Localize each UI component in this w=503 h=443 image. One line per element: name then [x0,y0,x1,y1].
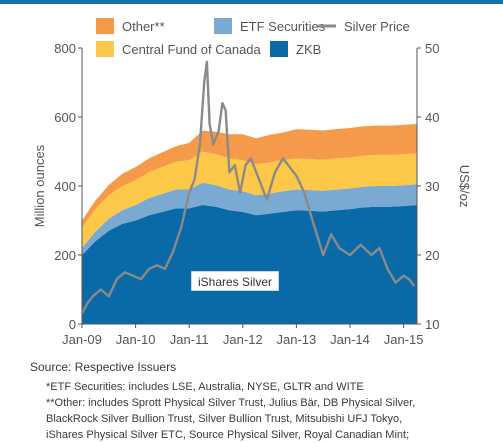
left-tick-label: 0 [69,317,76,332]
left-tick-label: 200 [54,248,76,263]
legend-label-zkb: ZKB [296,42,321,57]
x-tick-label: Jan-10 [116,332,156,347]
inner-label-group: iShares Silver [190,270,280,292]
x-tick-label: Jan-09 [62,332,102,347]
legend-label-other: Other** [122,19,165,34]
legend-swatch-etf-securities [214,18,232,34]
silver-holdings-chart: Other** ETF Securities Silver Price Central… [32,18,472,347]
area-central-fund-of-canada [82,151,417,249]
inner-label-box [190,270,280,292]
source-note: Source: Respective Issuers [30,360,177,374]
area-etf-securities [82,182,417,255]
legend-swatch-central-fund-of-canada [96,41,114,57]
x-tick-label: Jan-12 [223,332,263,347]
chart-footer: Source: Respective Issuers *ETF Securiti… [30,360,500,443]
left-axis-title: Million ounces [32,144,47,227]
left-tick-label: 400 [54,179,76,194]
area-other [82,123,417,228]
left-tick-label: 800 [54,41,76,56]
x-tick-label: Jan-11 [170,332,209,347]
right-tick-label: 10 [425,317,439,332]
x-tick-label: Jan-15 [384,332,424,347]
legend-swatch-other [96,18,114,34]
x-tick-label: Jan-13 [277,332,317,347]
footnote-etf: *ETF Securities: includes LSE, Australia… [46,381,364,393]
right-tick-label: 30 [425,179,439,194]
footnote-other-cont-1: BlackRock Silver Bullion Trust, Silver B… [46,413,403,425]
legend-label-etf-securities: ETF Securities [240,19,326,34]
silver-price-line [80,60,416,315]
silver-price-line-group [80,60,416,315]
right-tick-label: 50 [425,41,439,56]
legend-label-silver-price: Silver Price [344,19,410,34]
area-zkb [82,205,417,324]
stacked-areas [82,123,417,324]
legend-label-central-fund-of-canada: Central Fund of Canada [122,42,262,57]
footnote-other-cont-2: iShares Physical Silver ETC, Source Phys… [46,429,410,441]
chart-axes: 0 200 400 600 800 10 20 30 40 50 Jan-09 Jan-10 Jan-1… [32,41,472,347]
legend-swatch-zkb [270,41,288,57]
inner-label-ishares-silver: iShares Silver [198,275,272,289]
chart-legend: Other** ETF Securities Silver Price Central… [96,18,410,57]
right-tick-label: 40 [425,110,439,125]
top-rule [0,0,503,4]
right-tick-label: 20 [425,248,439,263]
footnote-other: **Other: includes Sprott Physical Silver… [46,397,416,409]
left-tick-label: 600 [54,110,76,125]
x-tick-label: Jan-14 [330,332,370,347]
right-axis-title: US$/oz [457,165,472,208]
